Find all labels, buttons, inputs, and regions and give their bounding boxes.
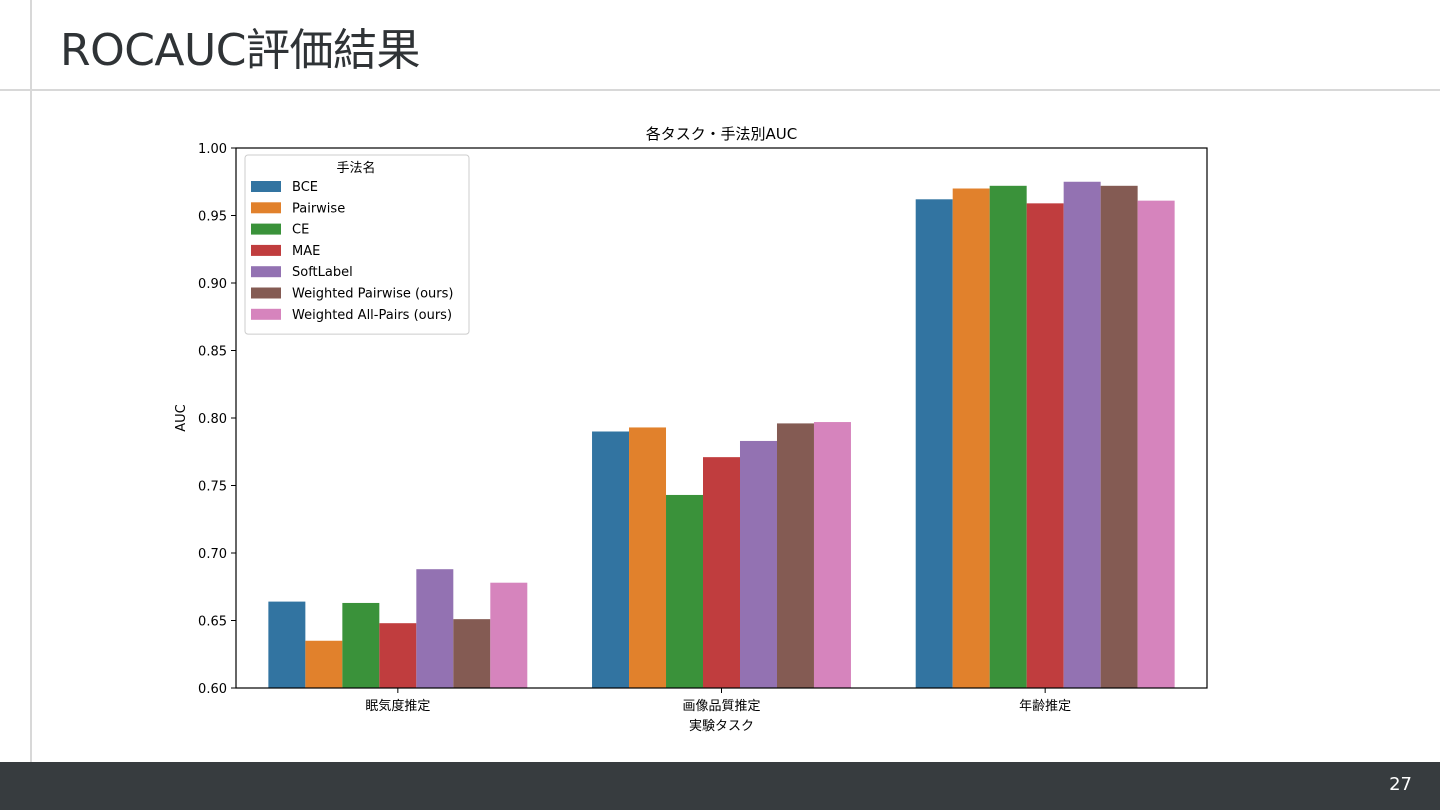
y-tick-label: 0.95 bbox=[198, 210, 227, 225]
slide-horizontal-rule bbox=[0, 89, 1440, 91]
chart-title: 各タスク・手法別AUC bbox=[646, 125, 797, 143]
bar-ce-0 bbox=[342, 602, 380, 688]
x-tick-label: 画像品質推定 bbox=[682, 699, 760, 714]
legend-label: Weighted Pairwise (ours) bbox=[292, 287, 453, 302]
legend-swatch bbox=[251, 308, 281, 320]
bar-pairwise-1 bbox=[629, 427, 667, 688]
bar-ce-2 bbox=[989, 185, 1027, 689]
y-tick-label: 1.00 bbox=[198, 142, 227, 157]
bar-weighted-all-pairs-ours--2 bbox=[1137, 200, 1175, 688]
bar-softlabel-2 bbox=[1063, 181, 1101, 688]
y-tick-label: 0.75 bbox=[198, 480, 227, 495]
legend-swatch bbox=[251, 181, 281, 192]
auc-bar-chart: 0.60 0.65 0.70 0.75 0.80 0.85 0.90 0.95 1.00 眠気度推… bbox=[174, 125, 1208, 734]
bar-ce-1 bbox=[666, 494, 704, 688]
bar-softlabel-1 bbox=[739, 440, 777, 688]
page-number: 27 bbox=[1389, 774, 1412, 795]
y-tick-label: 0.65 bbox=[198, 615, 227, 630]
y-tick-label: 0.85 bbox=[198, 345, 227, 360]
y-tick-label: 0.70 bbox=[198, 547, 227, 562]
legend-label: BCE bbox=[292, 180, 318, 195]
slide-title: ROCAUC評価結果 bbox=[60, 25, 420, 76]
y-axis-title: AUC bbox=[174, 404, 189, 432]
legend-swatch bbox=[251, 244, 281, 256]
bar-weighted-pairwise-ours--2 bbox=[1100, 185, 1138, 689]
bar-bce-1 bbox=[592, 431, 630, 688]
bar-mae-2 bbox=[1026, 203, 1064, 688]
legend-label: MAE bbox=[292, 244, 320, 259]
bar-weighted-all-pairs-ours--1 bbox=[813, 422, 851, 688]
x-axis-title: 実験タスク bbox=[689, 718, 754, 734]
legend-swatch bbox=[251, 287, 281, 299]
bar-weighted-pairwise-ours--1 bbox=[776, 423, 814, 688]
legend-swatch bbox=[251, 266, 281, 278]
y-tick-label: 0.90 bbox=[198, 277, 227, 292]
y-tick-label: 0.60 bbox=[198, 682, 227, 697]
y-tick-label: 0.80 bbox=[198, 412, 227, 427]
legend-swatch bbox=[251, 202, 281, 214]
bar-weighted-all-pairs-ours--0 bbox=[490, 582, 528, 688]
legend-swatch bbox=[251, 223, 281, 235]
slide-vertical-rule bbox=[30, 0, 32, 762]
legend-label: Weighted All-Pairs (ours) bbox=[292, 308, 452, 323]
bar-mae-1 bbox=[703, 457, 740, 688]
legend-box bbox=[244, 154, 470, 335]
x-tick-label: 眠気度推定 bbox=[365, 698, 430, 714]
bar-mae-0 bbox=[379, 623, 417, 688]
bar-bce-0 bbox=[268, 601, 306, 688]
bar-pairwise-2 bbox=[952, 188, 990, 688]
legend-title: 手法名 bbox=[336, 160, 375, 176]
legend-label: CE bbox=[292, 223, 309, 238]
legend-label: SoftLabel bbox=[292, 265, 353, 280]
bar-bce-2 bbox=[915, 199, 953, 689]
legend-label: Pairwise bbox=[292, 201, 345, 216]
footer-bar: 27 bbox=[0, 762, 1440, 810]
bar-weighted-pairwise-ours--0 bbox=[453, 619, 491, 688]
bar-pairwise-0 bbox=[305, 640, 343, 688]
bar-softlabel-0 bbox=[416, 569, 454, 688]
x-tick-label: 年齢推定 bbox=[1019, 699, 1071, 714]
